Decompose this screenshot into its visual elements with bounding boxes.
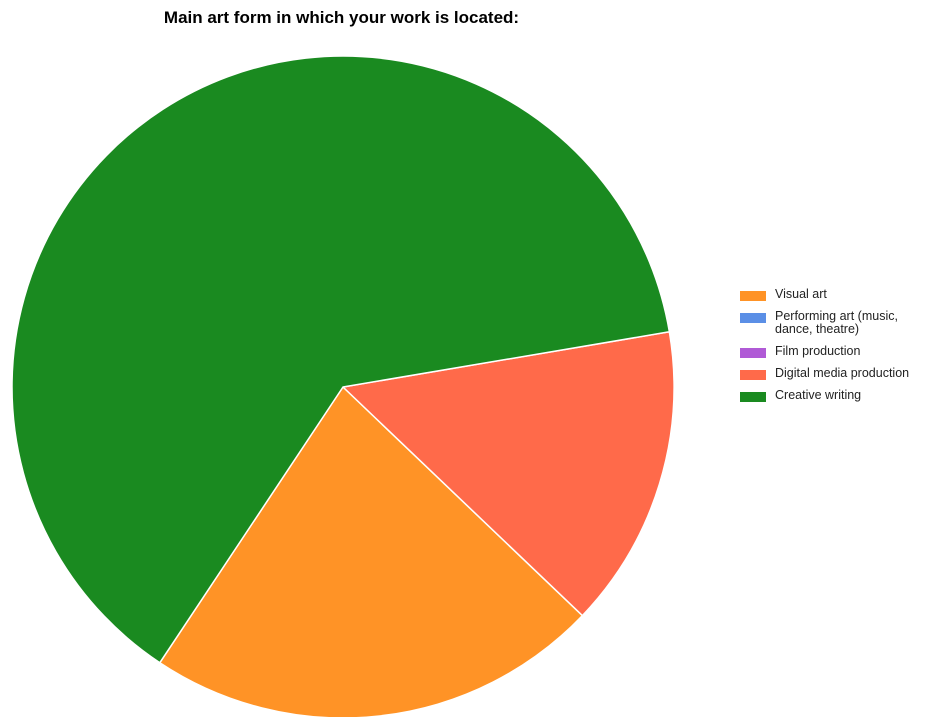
legend-swatch <box>740 392 766 402</box>
pie-slices <box>11 55 675 717</box>
pie-slice-visual-art <box>158 385 584 717</box>
legend-item: Visual art <box>740 288 930 301</box>
legend-item: Performing art (music, dance, theatre) <box>740 310 930 336</box>
legend-item: Creative writing <box>740 389 930 402</box>
chart-title: Main art form in which your work is loca… <box>163 8 520 27</box>
legend-item: Film production <box>740 345 930 358</box>
legend-swatch <box>740 348 766 358</box>
legend-label: Creative writing <box>775 388 862 402</box>
legend-label: Film production <box>775 344 861 358</box>
pie-slice-digital-media-production <box>341 330 675 617</box>
legend-label: Visual art <box>775 287 827 301</box>
legend-swatch <box>740 370 766 380</box>
legend-label: Performing art (music, dance, theatre) <box>775 309 898 336</box>
legend-label: Digital media production <box>775 366 910 380</box>
pie-slice-creative-writing <box>11 55 671 664</box>
legend-item: Digital media production <box>740 367 930 380</box>
legend-swatch <box>740 313 766 323</box>
legend: Visual art Performing art (music, dance, … <box>740 288 930 411</box>
legend-swatch <box>740 291 766 301</box>
